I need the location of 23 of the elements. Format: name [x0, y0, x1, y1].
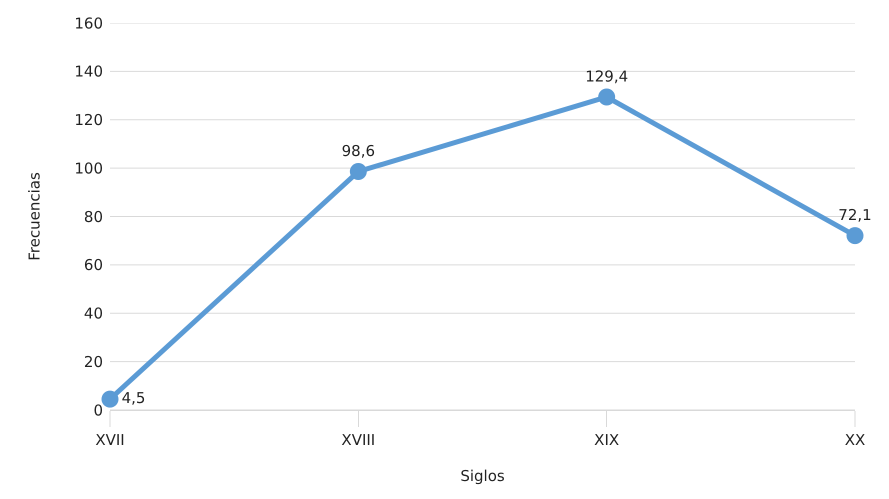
x-tick-label: XVIII [341, 431, 376, 449]
y-tick-label: 60 [84, 256, 103, 274]
y-tick-label: 80 [84, 208, 103, 226]
y-tick-label: 20 [84, 352, 103, 371]
data-label: 129,4 [585, 68, 628, 86]
y-tick-label: 40 [84, 304, 103, 322]
y-tick-label: 100 [74, 159, 103, 178]
y-tick-label: 120 [74, 111, 103, 129]
data-label: 72,1 [838, 206, 872, 224]
data-label: 4,5 [122, 388, 146, 407]
y-tick-label: 0 [93, 401, 103, 420]
y-tick-label: 140 [74, 62, 103, 81]
y-axis-title: Frecuencias [26, 172, 44, 261]
x-tick-label: XIX [594, 431, 620, 449]
data-label: 98,6 [342, 142, 376, 160]
point [102, 390, 118, 408]
point [598, 88, 616, 106]
point [846, 227, 864, 244]
point [350, 163, 367, 180]
y-tick-label: 160 [74, 14, 103, 32]
x-axis-title: Siglos [460, 467, 505, 485]
x-tick-label: XX [844, 431, 866, 449]
x-tick-label: XVII [95, 431, 125, 449]
